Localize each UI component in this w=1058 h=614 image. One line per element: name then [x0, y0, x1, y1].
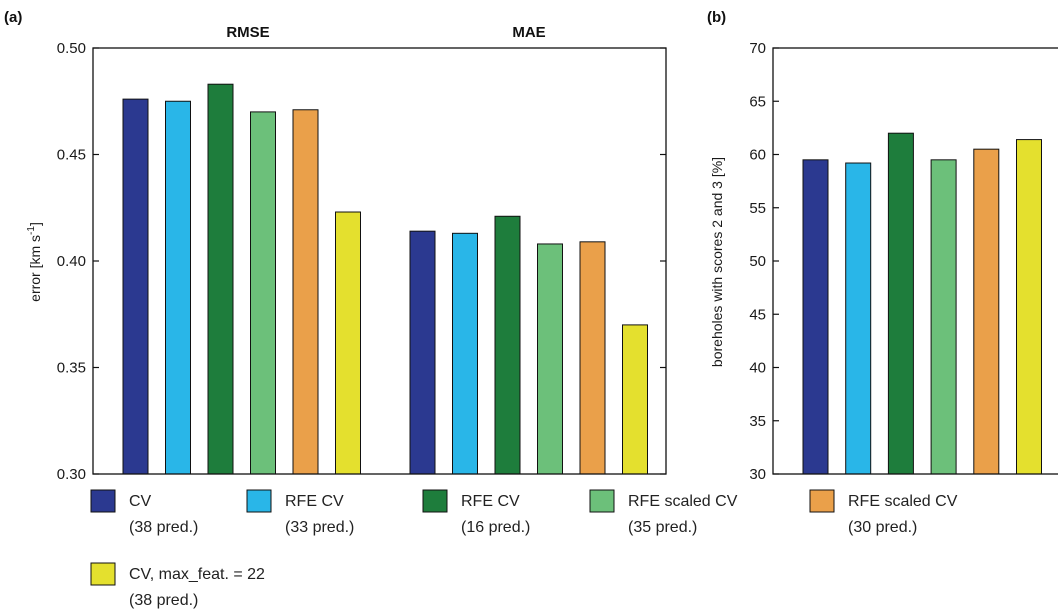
legend-sublabel-6: (38 pred.)	[129, 592, 198, 609]
panel-b: (b) boreholes with scores 2 and 3 [%] 30…	[707, 9, 1058, 483]
legend-label-3: RFE CV	[461, 493, 520, 510]
bar-rmse-series-5	[292, 109, 319, 475]
bars-b	[802, 132, 1042, 475]
bar-b-series-1	[802, 159, 829, 475]
y-axis-label-a: error [km s-1]	[26, 222, 43, 302]
y-tick-label-b: 50	[749, 253, 766, 270]
y-tick-label-b: 35	[749, 413, 766, 430]
legend-sublabel-3: (16 pred.)	[461, 519, 530, 536]
bar-rmse-series-4	[250, 111, 276, 475]
bar-b-series-2	[845, 162, 872, 475]
bar-mae-series-1	[409, 230, 436, 475]
y-tick-label-a: 0.45	[57, 147, 86, 164]
y-tick-label-b: 30	[749, 466, 766, 483]
legend-sublabel-1: (38 pred.)	[129, 519, 198, 536]
y-tick-label-a: 0.50	[57, 40, 86, 57]
y-axis-label-a-main: error [km s	[27, 235, 43, 302]
bar-mae-series-2	[452, 232, 478, 475]
y-axis-label-a-end: ]	[27, 222, 43, 226]
y-tick-label-b: 65	[749, 93, 766, 110]
bar-b-series-5	[973, 148, 1000, 475]
bar-b-series-6	[1016, 139, 1042, 475]
plot-frame-a	[92, 47, 667, 475]
y-tick-label-a: 0.40	[57, 253, 86, 270]
legend: CV (38 pred.) RFE CV (33 pred.) RFE CV (16 pr…	[90, 489, 958, 609]
bar-rmse-series-6	[335, 211, 361, 475]
panel-a-label: (a)	[4, 9, 22, 26]
y-tick-label-b: 40	[749, 360, 766, 377]
legend-sublabel-4: (35 pred.)	[628, 519, 697, 536]
legend-sublabel-5: (30 pred.)	[848, 519, 917, 536]
legend-label-5: RFE scaled CV	[848, 493, 958, 510]
y-tick-label-b: 60	[749, 147, 766, 164]
bar-mae-series-4	[537, 243, 563, 475]
legend-label-1: CV	[129, 493, 152, 510]
y-tick-label-a: 0.35	[57, 360, 86, 377]
legend-swatch-4	[589, 489, 615, 513]
y-tick-label-a: 0.30	[57, 466, 86, 483]
y-tick-label-b: 55	[749, 200, 766, 217]
bar-rmse-series-2	[165, 100, 191, 475]
legend-swatch-1	[90, 489, 116, 513]
y-tick-label-b: 70	[749, 40, 766, 57]
legend-swatch-5	[809, 489, 835, 513]
bar-b-series-3	[887, 132, 914, 475]
bar-mae-series-6	[622, 324, 648, 475]
panel-a: (a) RMSE MAE error [km s-1] 0.30 0.35 0.40…	[4, 9, 667, 483]
group-label-mae: MAE	[512, 24, 545, 41]
panel-b-label: (b)	[707, 9, 726, 26]
y-tick-label-b: 45	[749, 306, 766, 323]
legend-swatch-3	[422, 489, 448, 513]
legend-swatch-2	[246, 489, 272, 513]
plot-frame-b	[772, 47, 1058, 475]
legend-label-4: RFE scaled CV	[628, 493, 738, 510]
y-ticks-a: 0.30 0.35 0.40 0.45 0.50	[57, 40, 666, 483]
legend-label-2: RFE CV	[285, 493, 344, 510]
bar-rmse-series-3	[207, 83, 234, 475]
y-axis-label-a-sup: -1	[26, 226, 37, 235]
bar-rmse-series-1	[122, 98, 149, 475]
legend-label-6: CV, max_feat. = 22	[129, 566, 265, 583]
legend-swatch-6	[90, 562, 116, 586]
legend-sublabel-2: (33 pred.)	[285, 519, 354, 536]
y-ticks-b: 30 35 40 45 50 55 60 65 70	[749, 40, 779, 483]
group-label-rmse: RMSE	[226, 24, 269, 41]
y-axis-label-b: boreholes with scores 2 and 3 [%]	[709, 157, 725, 367]
bars-a	[122, 83, 648, 475]
bar-b-series-4	[930, 159, 957, 475]
bar-mae-series-3	[494, 215, 521, 475]
bar-mae-series-5	[579, 241, 606, 475]
